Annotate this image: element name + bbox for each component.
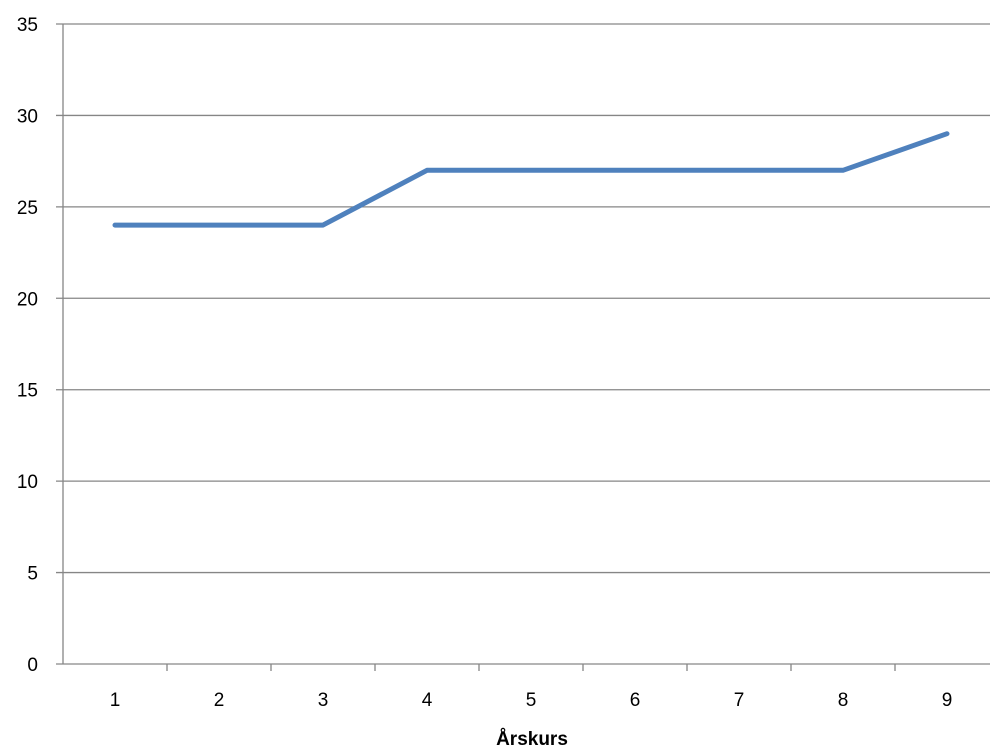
series-line-0 <box>112 131 950 228</box>
axes <box>56 24 990 671</box>
y-tick-label-35: 35 <box>17 15 38 36</box>
x-tick-label-2: 2 <box>214 690 225 711</box>
y-tick-label-0: 0 <box>27 655 38 676</box>
x-axis-tick-labels: 1 2 3 4 5 6 7 8 9 <box>110 690 953 711</box>
series-group <box>112 131 950 228</box>
y-tick-label-15: 15 <box>17 381 38 402</box>
x-axis-title: Årskurs <box>496 729 568 750</box>
y-tick-label-20: 20 <box>17 289 38 310</box>
y-axis-tick-labels: 0 5 10 15 20 25 30 35 <box>17 15 38 676</box>
x-tick-label-9: 9 <box>942 690 953 711</box>
y-tick-label-30: 30 <box>17 106 38 127</box>
x-tick-label-4: 4 <box>422 690 433 711</box>
y-tick-label-5: 5 <box>27 564 38 585</box>
y-tick-label-10: 10 <box>17 472 38 493</box>
x-tick-label-5: 5 <box>526 690 537 711</box>
x-tick-label-6: 6 <box>630 690 641 711</box>
gridlines <box>56 23 990 574</box>
x-tick-label-7: 7 <box>734 690 745 711</box>
x-tick-label-3: 3 <box>318 690 329 711</box>
x-tick-label-1: 1 <box>110 690 121 711</box>
y-tick-label-25: 25 <box>17 198 38 219</box>
x-tick-label-8: 8 <box>838 690 849 711</box>
